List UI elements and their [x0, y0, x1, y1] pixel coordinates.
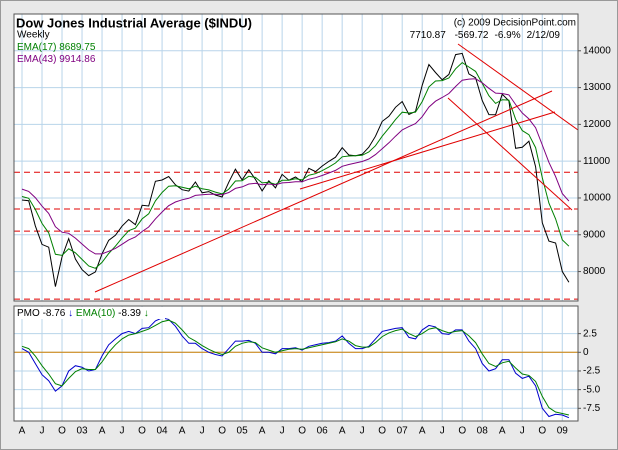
trend-line — [299, 111, 556, 190]
y-tick-label: -5.0 — [583, 384, 601, 395]
y-tick-label: 0 — [583, 347, 589, 358]
x-tick-label: A — [419, 426, 426, 437]
legend-value: 8689.75 — [59, 42, 96, 53]
x-tick-label: J — [440, 426, 445, 437]
copyright: (c) 2009 DecisionPoint.com — [454, 18, 576, 29]
x-tick-label: A — [499, 426, 506, 437]
last-price: 7710.87 — [410, 30, 447, 41]
legend-value: 9914.86 — [59, 54, 96, 65]
x-tick-label: O — [218, 426, 226, 437]
x-tick-label: 05 — [237, 426, 249, 437]
price-border — [13, 13, 579, 302]
x-tick-label: O — [138, 426, 146, 437]
series-line — [21, 78, 570, 255]
x-tick-label: A — [19, 426, 26, 437]
pmo-panel — [13, 305, 579, 422]
y-tick-label: -2.5 — [583, 366, 601, 377]
x-tick-label: 08 — [477, 426, 489, 437]
legend-price: Weekly — [17, 30, 50, 41]
legend-pmo: PMO -8.76 ↓ EMA(10) -8.39 ↓ — [17, 308, 149, 319]
trend-lines — [94, 43, 579, 293]
plot-layer — [14, 14, 578, 421]
legend-value: -8.39 — [118, 308, 141, 319]
legend-ema43: EMA(43) 9914.86 — [17, 54, 96, 65]
x-tick-label: A — [259, 426, 266, 437]
x-tick-label: J — [40, 426, 45, 437]
date: 2/12/09 — [527, 30, 561, 41]
x-tick-label: A — [99, 426, 106, 437]
x-tick-label: 03 — [76, 426, 88, 437]
x-tick-label: A — [179, 426, 186, 437]
y-tick-label: 11000 — [583, 156, 611, 167]
x-tick-label: 06 — [317, 426, 329, 437]
legend-name: EMA(10) — [76, 308, 115, 319]
y-tick-label: 9000 — [583, 229, 606, 240]
x-tick-label: J — [200, 426, 205, 437]
series-line — [21, 61, 570, 269]
pmo-border — [13, 305, 579, 422]
x-tick-label: J — [120, 426, 125, 437]
trend-line — [94, 90, 553, 293]
legend-ema17: EMA(17) 8689.75 — [17, 42, 96, 53]
y-tick-label: 8000 — [583, 266, 606, 277]
pmo-legend-bg — [15, 307, 165, 319]
arrow: ↓ — [65, 308, 76, 319]
x-tick-label: A — [339, 426, 346, 437]
x-tick-label: J — [280, 426, 285, 437]
legend-name: EMA(17) — [17, 42, 56, 53]
trend-line — [457, 43, 579, 131]
price-panel — [13, 13, 579, 302]
x-tick-label: O — [538, 426, 546, 437]
y-tick-label: 12000 — [583, 119, 611, 130]
quote: 7710.87 -569.72 -6.9% 2/12/09 — [410, 30, 561, 41]
x-tick-label: 09 — [557, 426, 569, 437]
x-tick-label: 07 — [397, 426, 409, 437]
series-line — [21, 317, 570, 419]
legend-value: -8.76 — [43, 308, 66, 319]
trend-line — [447, 97, 573, 211]
legend-name: EMA(43) — [17, 54, 56, 65]
x-tick-label: O — [58, 426, 66, 437]
x-tick-label: J — [360, 426, 365, 437]
change: -569.72 — [455, 30, 489, 41]
series-line — [21, 319, 570, 416]
y-tick-label: 13000 — [583, 82, 611, 93]
x-tick-label: O — [298, 426, 306, 437]
x-tick-label: 04 — [157, 426, 169, 437]
series-line — [21, 52, 570, 287]
y-tick-label: -7.5 — [583, 403, 601, 414]
x-tick-label: O — [458, 426, 466, 437]
y-tick-label: 10000 — [583, 193, 611, 204]
x-tick-label: O — [378, 426, 386, 437]
y-tick-label: 14000 — [583, 45, 611, 56]
x-tick-label: J — [520, 426, 525, 437]
chart-title: Dow Jones Industrial Average ($INDU) — [16, 15, 252, 30]
legend-name: PMO — [17, 308, 40, 319]
arrow: ↓ — [141, 308, 149, 319]
change-pct: -6.9% — [495, 30, 521, 41]
y-tick-label: 2.5 — [583, 328, 597, 339]
